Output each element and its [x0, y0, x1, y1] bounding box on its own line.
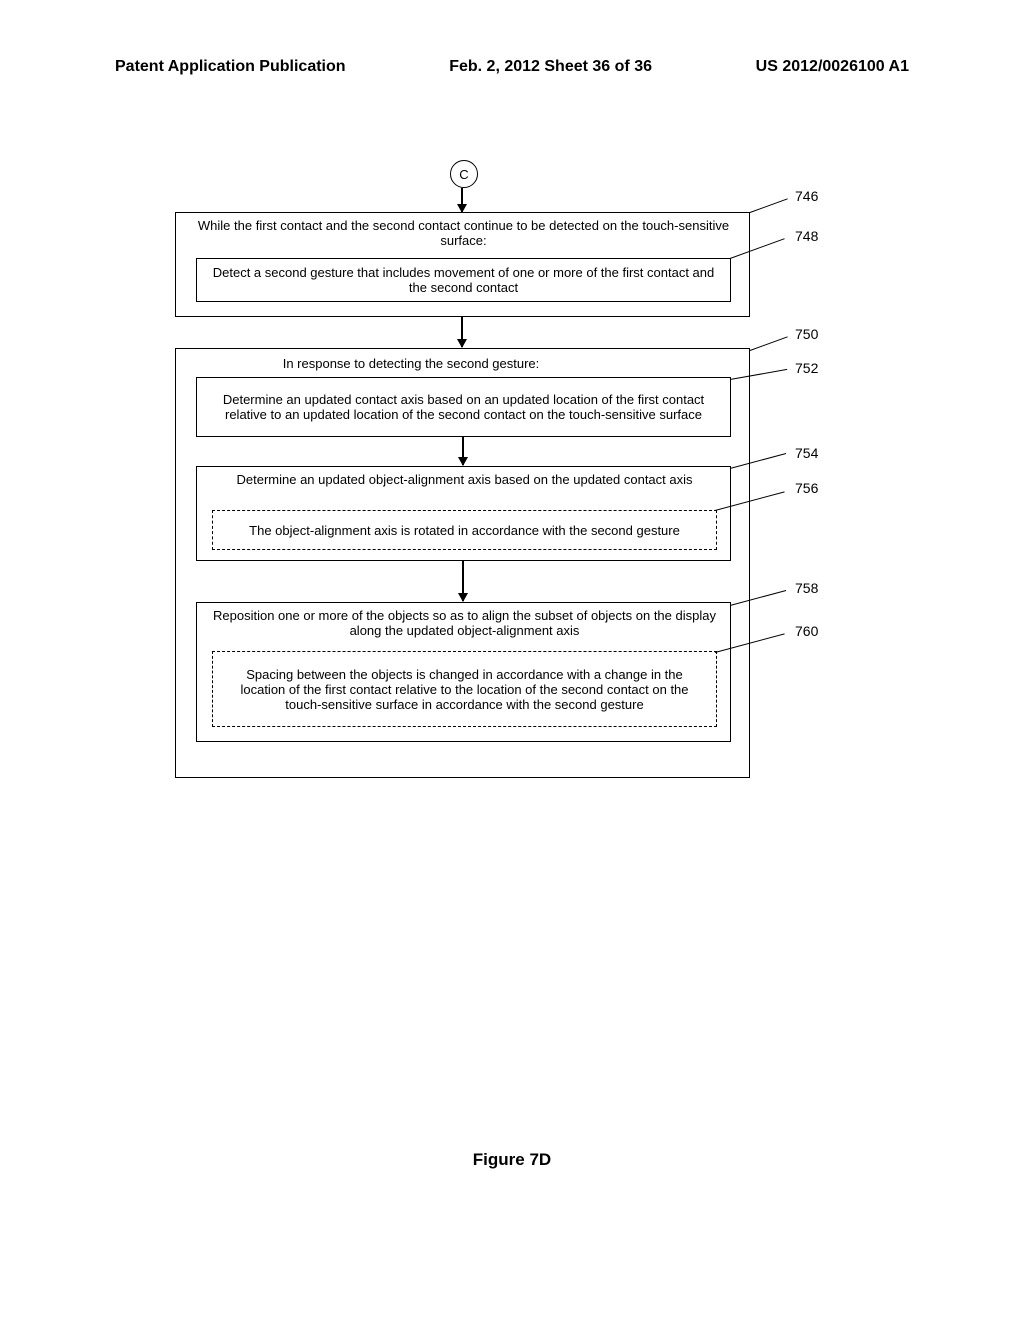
box-758: Reposition one or more of the objects so…	[196, 602, 731, 742]
arrow-1	[461, 188, 463, 212]
connector-label: C	[459, 167, 468, 182]
header-center: Feb. 2, 2012 Sheet 36 of 36	[449, 58, 652, 76]
ref-758: 758	[795, 580, 818, 596]
page-header: Patent Application Publication Feb. 2, 2…	[0, 58, 1024, 76]
box-758-title: Reposition one or more of the objects so…	[212, 608, 717, 638]
header-right: US 2012/0026100 A1	[756, 58, 909, 76]
ref-760: 760	[795, 623, 818, 639]
ref-756: 756	[795, 480, 818, 496]
box-756-text: The object-alignment axis is rotated in …	[249, 523, 680, 538]
box-760: Spacing between the objects is changed i…	[212, 651, 717, 727]
connector-c: C	[450, 160, 478, 188]
figure-label: Figure 7D	[0, 1150, 1024, 1170]
box-746-title: While the first contact and the second c…	[196, 218, 731, 248]
box-754-title: Determine an updated object-alignment ax…	[217, 472, 712, 487]
box-746: While the first contact and the second c…	[175, 212, 750, 317]
ref-750: 750	[795, 326, 818, 342]
box-752: Determine an updated contact axis based …	[196, 377, 731, 437]
arrow-2	[461, 317, 463, 347]
figure-label-text: Figure 7D	[473, 1150, 551, 1169]
box-754: Determine an updated object-alignment ax…	[196, 466, 731, 561]
box-752-text: Determine an updated contact axis based …	[207, 392, 720, 422]
ref-752: 752	[795, 360, 818, 376]
ref-line-746	[750, 198, 788, 213]
box-748-text: Detect a second gesture that includes mo…	[207, 265, 720, 295]
box-750: In response to detecting the second gest…	[175, 348, 750, 778]
ref-754: 754	[795, 445, 818, 461]
ref-746: 746	[795, 188, 818, 204]
box-760-text: Spacing between the objects is changed i…	[223, 667, 706, 712]
ref-748: 748	[795, 228, 818, 244]
arrow-3	[462, 437, 464, 465]
box-756: The object-alignment axis is rotated in …	[212, 510, 717, 550]
arrow-4	[462, 561, 464, 601]
ref-line-750	[750, 336, 788, 351]
header-left: Patent Application Publication	[115, 58, 346, 76]
box-750-title: In response to detecting the second gest…	[196, 356, 626, 371]
box-748: Detect a second gesture that includes mo…	[196, 258, 731, 302]
